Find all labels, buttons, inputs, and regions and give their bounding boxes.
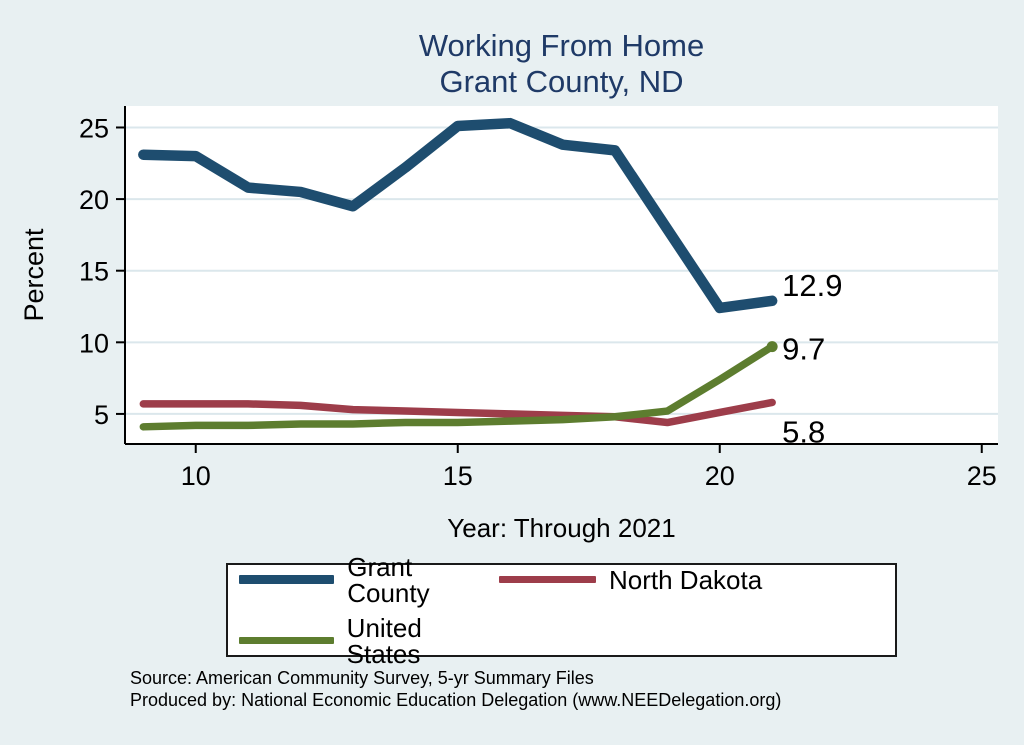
y-tick-label: 5 <box>94 400 109 430</box>
series-end-marker <box>766 341 778 353</box>
series-end-label: 12.9 <box>782 268 842 303</box>
series-end-label: 9.7 <box>782 332 825 367</box>
chart-title-line2: Grant County, ND <box>439 64 684 99</box>
series-line-united-states <box>139 342 776 431</box>
y-tick-label: 10 <box>79 328 109 358</box>
x-tick-label: 10 <box>181 461 211 491</box>
chart-title: Working From Home Grant County, ND <box>125 28 998 100</box>
x-axis-title: Year: Through 2021 <box>447 513 675 543</box>
legend-label-north-dakota: North Dakota <box>609 564 763 595</box>
x-tick-label: 20 <box>705 461 735 491</box>
y-tick-label: 15 <box>79 257 109 287</box>
legend-item-grant-county: Grant County <box>239 554 499 606</box>
footer-notes: Source: American Community Survey, 5-yr … <box>130 668 781 711</box>
legend-label-grant-county: Grant County <box>347 551 430 608</box>
legend-item-north-dakota: North Dakota <box>499 554 895 606</box>
plot-background <box>125 106 998 444</box>
legend: Grant County North Dakota United States <box>226 554 897 667</box>
y-axis-title: Percent <box>19 228 49 322</box>
legend-label-united-states: United States <box>346 612 422 669</box>
series-line-grant-county <box>138 117 778 314</box>
x-tick-label: 15 <box>443 461 473 491</box>
x-tick-label: 25 <box>967 461 997 491</box>
y-tick-label: 25 <box>79 113 109 143</box>
produced-by-note: Produced by: National Economic Education… <box>130 689 782 710</box>
chart-title-line1: Working From Home <box>418 28 705 63</box>
legend-swatch-north-dakota <box>499 576 596 583</box>
legend-swatch-united-states <box>239 637 334 644</box>
legend-item-united-states: United States <box>239 615 499 667</box>
y-tick-label: 20 <box>79 185 109 215</box>
legend-swatch-grant-county <box>239 575 335 584</box>
source-note: Source: American Community Survey, 5-yr … <box>130 668 594 688</box>
series-line-north-dakota <box>139 398 776 427</box>
